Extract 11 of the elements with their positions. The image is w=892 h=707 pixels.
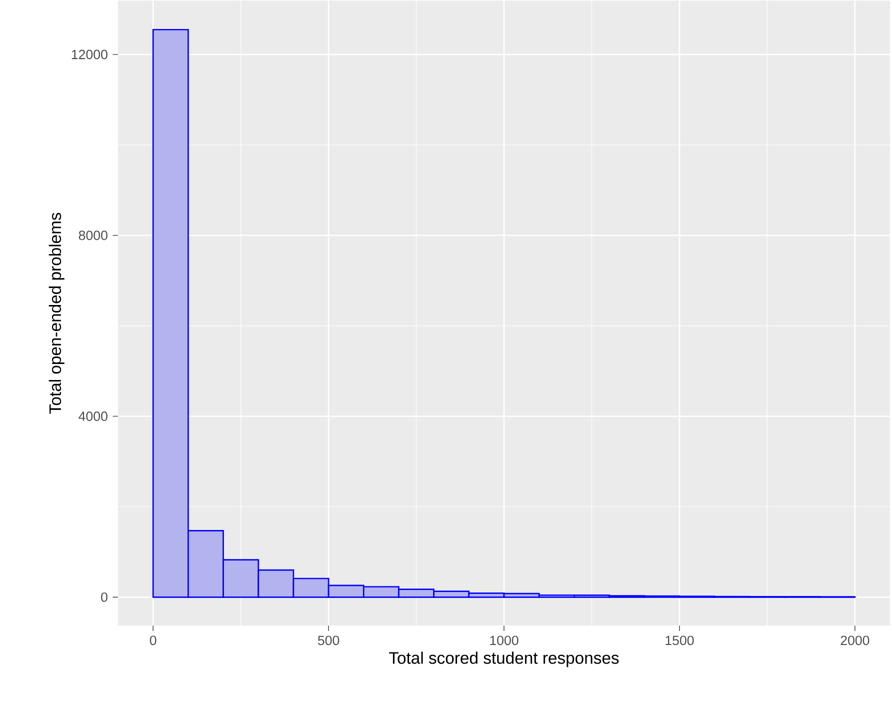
y-tick-label: 12000 [72, 50, 108, 60]
y-tick-label: 4000 [78, 412, 108, 422]
x-tick-label: 1000 [490, 636, 518, 646]
y-tick-label: 8000 [78, 230, 108, 240]
x-tick-label: 0 [150, 636, 156, 646]
x-tick-label: 2000 [840, 636, 870, 646]
x-tick-label: 1500 [666, 636, 694, 646]
x-tick-label: 500 [318, 636, 340, 646]
y-tick-label: 0 [101, 592, 108, 602]
x-axis-title: Total scored student responses [389, 652, 619, 668]
y-axis-title: Total open-ended problems [48, 212, 64, 414]
